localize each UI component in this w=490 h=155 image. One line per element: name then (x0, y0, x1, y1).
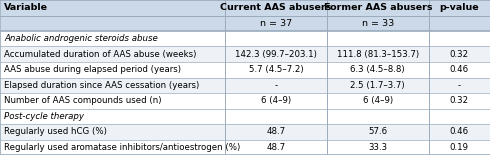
Text: Post-cycle therapy: Post-cycle therapy (4, 112, 84, 121)
Bar (1, 0, 225, 16)
Bar (429, 108, 490, 124)
Text: 0.46: 0.46 (449, 127, 469, 136)
Text: 142.3 (99.7–203.1): 142.3 (99.7–203.1) (235, 50, 317, 59)
Bar (327, 31, 429, 46)
Bar (429, 31, 490, 46)
Text: -: - (458, 81, 461, 90)
Text: Regularly used aromatase inhibitors/antioestrogen (%): Regularly used aromatase inhibitors/anti… (4, 143, 241, 152)
Bar (327, 108, 429, 124)
Text: n = 37: n = 37 (260, 19, 292, 28)
Bar (225, 78, 327, 93)
Text: 48.7: 48.7 (266, 143, 286, 152)
Text: -: - (274, 81, 277, 90)
Bar (327, 16, 429, 31)
Text: p-value: p-value (440, 3, 479, 12)
Text: 57.6: 57.6 (368, 127, 388, 136)
Bar (429, 124, 490, 140)
Bar (327, 46, 429, 62)
Bar (225, 46, 327, 62)
Text: 6 (4–9): 6 (4–9) (363, 96, 393, 105)
Bar (1, 31, 225, 46)
Text: 6 (4–9): 6 (4–9) (261, 96, 291, 105)
Bar (1, 124, 225, 140)
Bar (1, 78, 225, 93)
Text: Current AAS abusers: Current AAS abusers (220, 3, 332, 12)
Text: 2.5 (1.7–3.7): 2.5 (1.7–3.7) (350, 81, 405, 90)
Text: 48.7: 48.7 (266, 127, 286, 136)
Text: Elapsed duration since AAS cessation (years): Elapsed duration since AAS cessation (ye… (4, 81, 199, 90)
Text: 0.19: 0.19 (450, 143, 468, 152)
Text: Accumulated duration of AAS abuse (weeks): Accumulated duration of AAS abuse (weeks… (4, 50, 197, 59)
Text: 5.7 (4.5–7.2): 5.7 (4.5–7.2) (248, 65, 303, 74)
Bar (1, 93, 225, 108)
Bar (1, 46, 225, 62)
Text: 6.3 (4.5–8.8): 6.3 (4.5–8.8) (350, 65, 405, 74)
Bar (429, 78, 490, 93)
Text: 0.32: 0.32 (449, 50, 469, 59)
Text: Anabolic androgenic steroids abuse: Anabolic androgenic steroids abuse (4, 34, 158, 43)
Bar (225, 124, 327, 140)
Bar (327, 0, 429, 16)
Bar (225, 108, 327, 124)
Bar (327, 62, 429, 78)
Bar (225, 0, 327, 16)
Text: 33.3: 33.3 (368, 143, 388, 152)
Text: Variable: Variable (4, 3, 49, 12)
Bar (429, 0, 490, 16)
Bar (327, 93, 429, 108)
Text: Number of AAS compounds used (n): Number of AAS compounds used (n) (4, 96, 162, 105)
Bar (429, 46, 490, 62)
Bar (1, 62, 225, 78)
Bar (327, 78, 429, 93)
Bar (225, 93, 327, 108)
Bar (429, 140, 490, 155)
Text: 111.8 (81.3–153.7): 111.8 (81.3–153.7) (337, 50, 419, 59)
Bar (225, 62, 327, 78)
Text: 0.46: 0.46 (449, 65, 469, 74)
Bar (1, 16, 225, 31)
Bar (1, 140, 225, 155)
Bar (225, 140, 327, 155)
Bar (327, 124, 429, 140)
Text: AAS abuse during elapsed period (years): AAS abuse during elapsed period (years) (4, 65, 181, 74)
Bar (429, 16, 490, 31)
Bar (1, 108, 225, 124)
Bar (429, 62, 490, 78)
Text: Former AAS abusers: Former AAS abusers (323, 3, 432, 12)
Bar (225, 16, 327, 31)
Text: 0.32: 0.32 (449, 96, 469, 105)
Bar (429, 93, 490, 108)
Text: n = 33: n = 33 (362, 19, 394, 28)
Bar (225, 31, 327, 46)
Text: Regularly used hCG (%): Regularly used hCG (%) (4, 127, 107, 136)
Bar (327, 140, 429, 155)
